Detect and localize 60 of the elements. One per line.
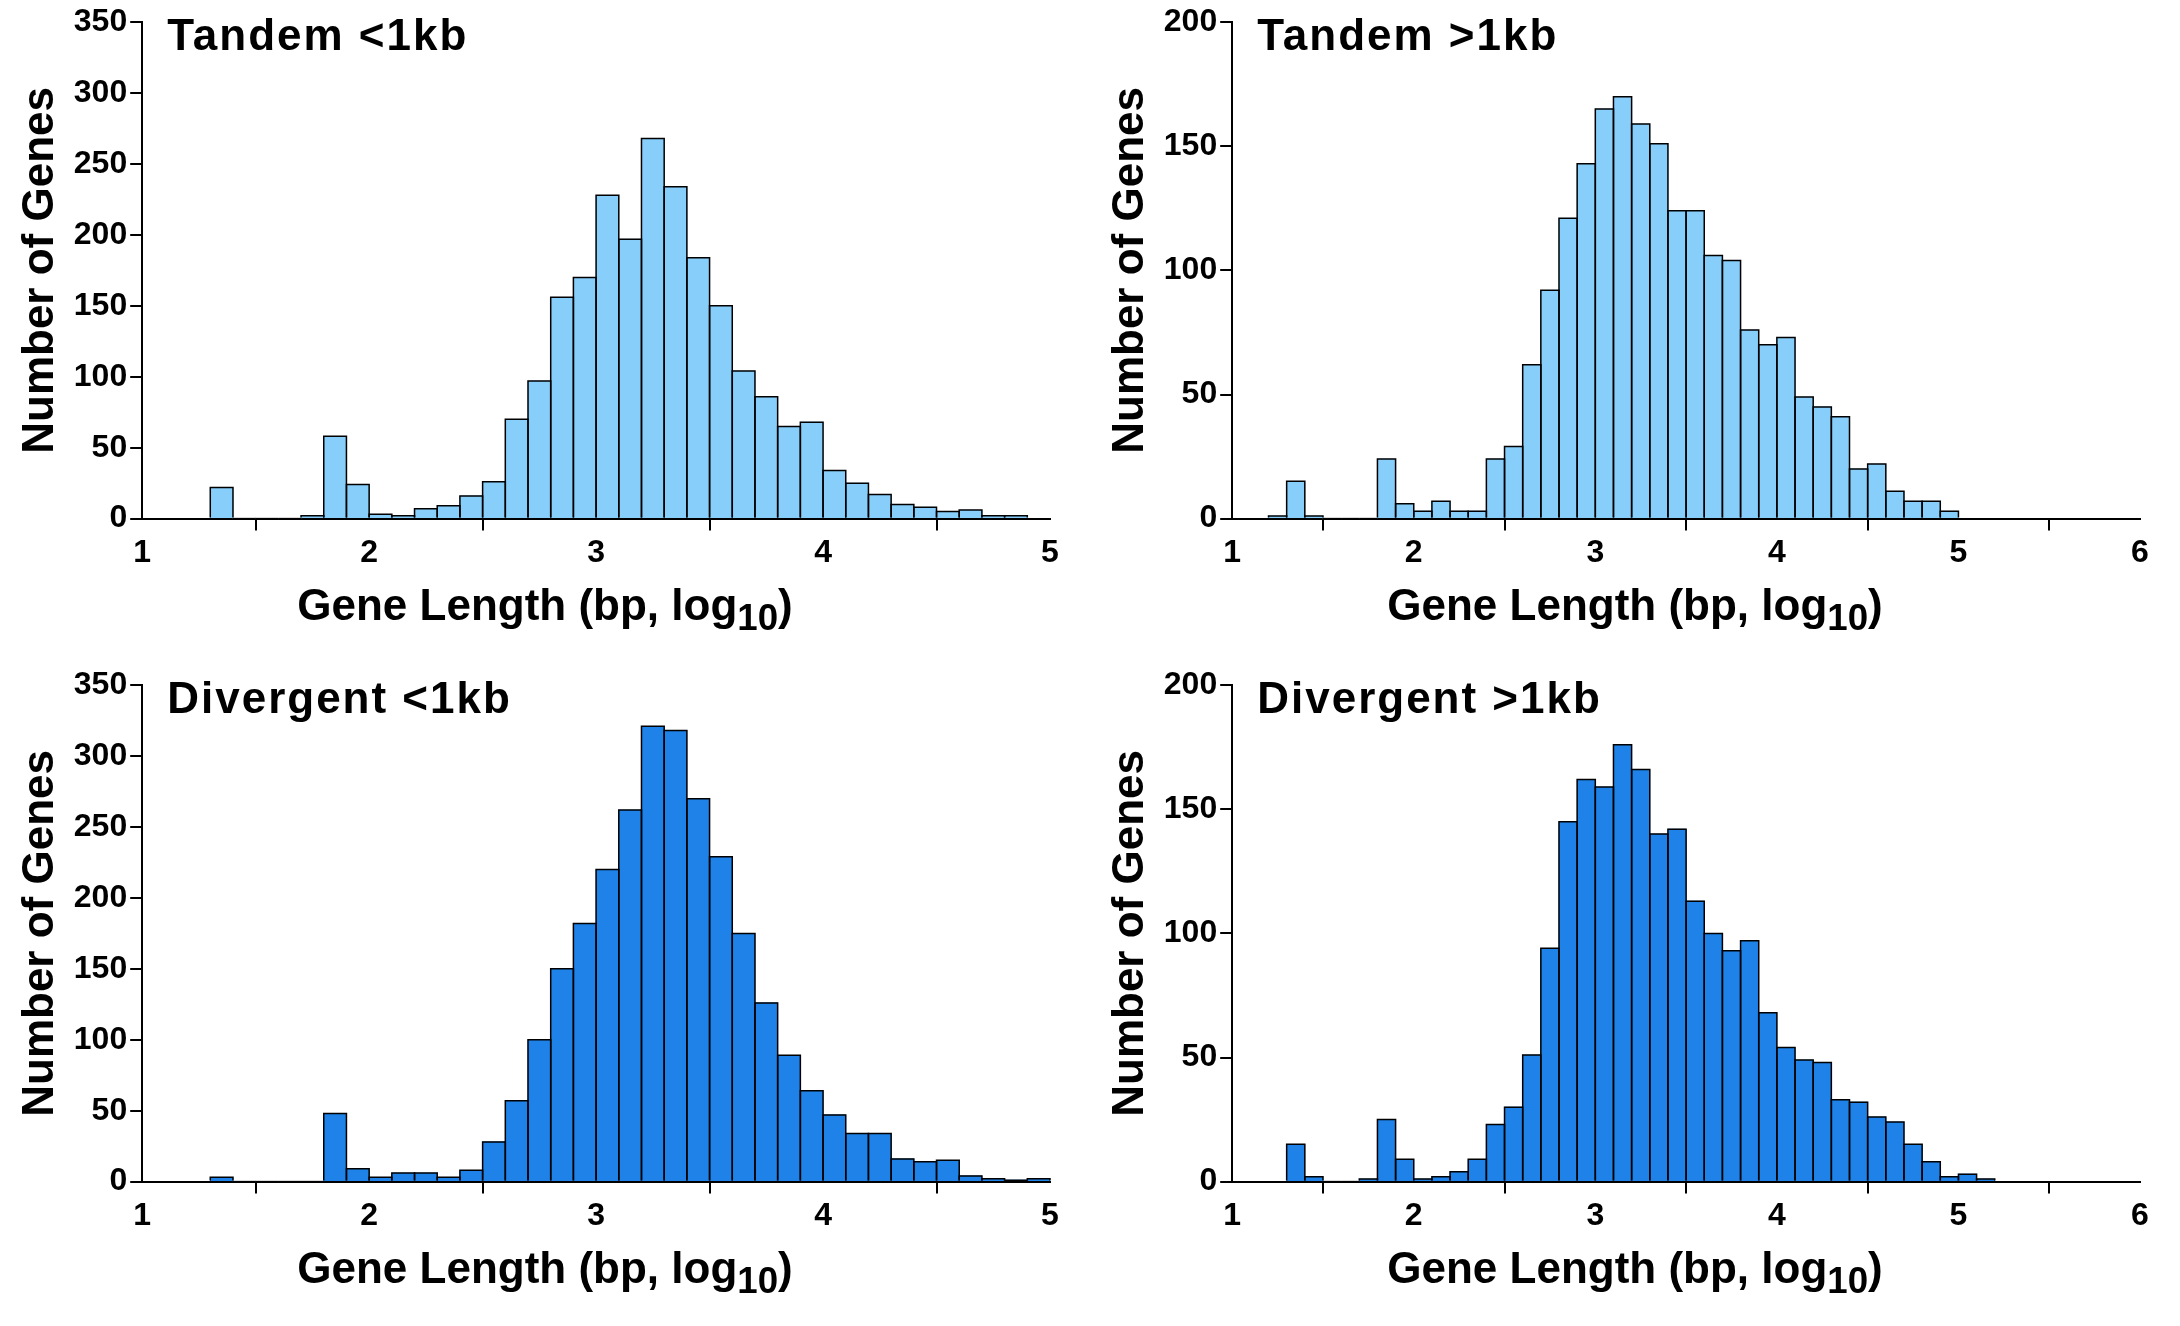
y-tick-label: 150 [73, 948, 128, 985]
y-tick-label: 50 [1181, 1037, 1218, 1074]
y-tick-label: 200 [1163, 2, 1218, 39]
y-tick-label: 200 [73, 877, 128, 914]
y-tick-label: 0 [1199, 1161, 1218, 1198]
y-axis-title: Number of Genes [1102, 750, 1152, 1117]
x-tick-label: 1 [133, 1195, 152, 1232]
y-tick-label: 300 [73, 735, 128, 772]
chart-title: Divergent >1kb [1257, 673, 1602, 723]
x-axis-title: Gene Length (bp, log$_{10}$) [296, 1243, 794, 1302]
y-tick-label: 350 [73, 665, 128, 702]
x-tick-label: 2 [360, 532, 379, 569]
x-tick-label: 2 [360, 1195, 379, 1232]
y-tick-label: 50 [91, 1090, 128, 1127]
y-tick-label: 200 [73, 214, 128, 251]
x-tick-label: 1 [133, 532, 152, 569]
x-tick-label: 4 [1767, 532, 1786, 569]
chart-title: Tandem <1kb [167, 10, 469, 60]
x-axis-title: Gene Length (bp, log$_{10}$) [1386, 580, 1884, 639]
chart-title: Tandem >1kb [1257, 10, 1559, 60]
x-tick-label: 5 [1949, 532, 1968, 569]
y-tick-label: 100 [1163, 250, 1218, 287]
x-tick-label: 6 [2131, 1195, 2149, 1232]
x-tick-label: 5 [1041, 532, 1059, 569]
x-axis-title: Gene Length (bp, log$_{10}$) [1386, 1243, 1884, 1302]
y-axis-title: Number of Genes [12, 750, 62, 1117]
y-tick-label: 50 [91, 427, 128, 464]
y-tick-label: 0 [109, 498, 128, 535]
y-tick-label: 0 [109, 1161, 128, 1198]
x-tick-label: 4 [814, 1195, 833, 1232]
y-tick-label: 150 [73, 285, 128, 322]
x-tick-label: 3 [1586, 532, 1605, 569]
x-tick-label: 5 [1949, 1195, 1968, 1232]
x-axis-title: Gene Length (bp, log$_{10}$) [296, 580, 794, 639]
x-tick-label: 5 [1041, 1195, 1059, 1232]
y-tick-label: 200 [1163, 665, 1218, 702]
y-tick-label: 250 [73, 143, 128, 180]
y-tick-label: 50 [1181, 374, 1218, 411]
x-tick-label: 3 [1586, 1195, 1605, 1232]
x-tick-label: 4 [814, 532, 833, 569]
x-tick-label: 2 [1404, 532, 1423, 569]
y-tick-label: 100 [73, 356, 128, 393]
x-tick-label: 1 [1223, 1195, 1242, 1232]
y-tick-label: 150 [1163, 789, 1218, 826]
y-axis-title: Number of Genes [12, 87, 62, 454]
y-tick-label: 100 [73, 1019, 128, 1056]
x-tick-label: 3 [587, 1195, 605, 1232]
x-tick-label: 4 [1767, 1195, 1786, 1232]
y-tick-label: 150 [1163, 126, 1218, 163]
x-tick-label: 1 [1223, 532, 1242, 569]
y-axis-title: Number of Genes [1102, 87, 1152, 454]
y-tick-label: 300 [73, 72, 128, 109]
x-tick-label: 3 [587, 532, 605, 569]
y-tick-label: 250 [73, 806, 128, 843]
y-tick-label: 100 [1163, 913, 1218, 950]
y-tick-label: 0 [1199, 498, 1218, 535]
x-tick-label: 6 [2131, 532, 2149, 569]
chart-title: Divergent <1kb [167, 673, 512, 723]
y-tick-label: 350 [73, 2, 128, 39]
x-tick-label: 2 [1404, 1195, 1423, 1232]
